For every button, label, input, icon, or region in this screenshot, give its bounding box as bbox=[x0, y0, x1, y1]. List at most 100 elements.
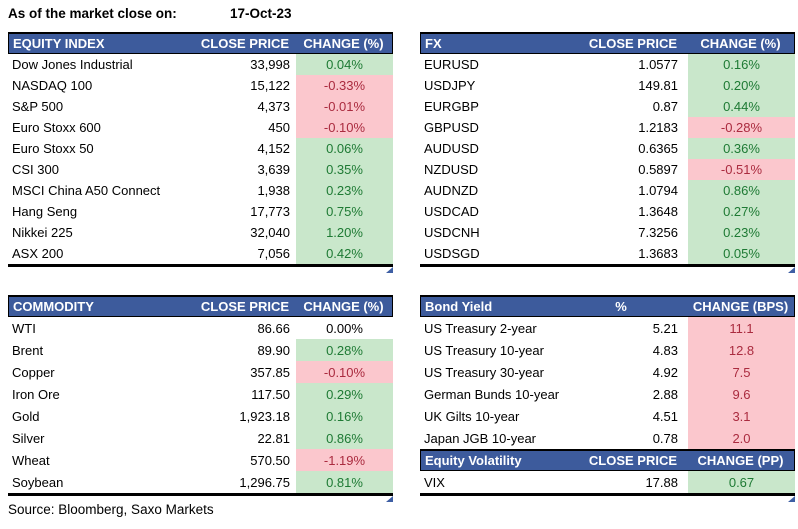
table-row: EURUSD 1.0577 0.16% bbox=[420, 54, 795, 75]
table-row: NASDAQ 100 15,122 -0.33% bbox=[8, 75, 393, 96]
table-row: Euro Stoxx 50 4,152 0.06% bbox=[8, 138, 393, 159]
equity-index-table: EQUITY INDEX CLOSE PRICE CHANGE (%) Dow Jon… bbox=[8, 32, 393, 273]
close-price: 4.92 bbox=[652, 364, 678, 380]
change-value: 0.23% bbox=[688, 222, 795, 243]
change-value: 0.36% bbox=[688, 138, 795, 159]
column-header-change: CHANGE (%) bbox=[700, 36, 781, 51]
close-price: 5.21 bbox=[652, 320, 678, 336]
change-value: 0.35% bbox=[296, 159, 393, 180]
table-header-row: FX CLOSE PRICE CHANGE (%) bbox=[420, 32, 795, 54]
change-value: 0.05% bbox=[688, 243, 795, 264]
instrument-name: Euro Stoxx 600 bbox=[12, 120, 101, 135]
equity-volatility-table: Equity Volatility CLOSE PRICE CHANGE (PP) V… bbox=[420, 449, 795, 502]
bond-yield-table: Bond Yield% CHANGE (BPS) US Treasury 2-yea… bbox=[420, 295, 795, 449]
close-price: 7,056 bbox=[257, 246, 290, 261]
change-value: 3.1 bbox=[688, 405, 795, 427]
column-header-price: CLOSE PRICE bbox=[588, 453, 677, 468]
table-row: VIX 17.88 0.67 bbox=[420, 471, 795, 493]
table-row: US Treasury 10-year 4.83 12.8 bbox=[420, 339, 795, 361]
instrument-name: USDCNH bbox=[424, 225, 480, 240]
table-row: Brent 89.90 0.28% bbox=[8, 339, 393, 361]
close-price: 86.66 bbox=[257, 320, 290, 336]
instrument-name: Soybean bbox=[12, 474, 64, 490]
change-value: -0.33% bbox=[296, 75, 393, 96]
table-row: USDCAD 1.3648 0.27% bbox=[420, 201, 795, 222]
instrument-name: Silver bbox=[12, 430, 45, 446]
close-price: 0.6365 bbox=[638, 141, 678, 156]
column-header-price: CLOSE PRICE bbox=[200, 299, 289, 314]
as-of-date: 17-Oct-23 bbox=[230, 6, 292, 21]
close-price: 1.2183 bbox=[638, 120, 678, 135]
close-price: 1,923.18 bbox=[239, 408, 290, 424]
instrument-name: US Treasury 10-year bbox=[424, 342, 544, 358]
close-price: 0.5897 bbox=[638, 162, 678, 177]
instrument-name: Wheat bbox=[12, 452, 50, 468]
change-value: 0.06% bbox=[296, 138, 393, 159]
close-price: 117.50 bbox=[251, 386, 290, 402]
change-value: 0.86% bbox=[688, 180, 795, 201]
table-row: NZDUSD 0.5897 -0.51% bbox=[420, 159, 795, 180]
change-value: 0.23% bbox=[296, 180, 393, 201]
instrument-name: EURUSD bbox=[424, 57, 479, 72]
instrument-name: Hang Seng bbox=[12, 204, 78, 219]
table-row: S&P 500 4,373 -0.01% bbox=[8, 96, 393, 117]
change-value: 0.29% bbox=[296, 383, 393, 405]
column-header-name: COMMODITY bbox=[13, 299, 94, 314]
instrument-name: Iron Ore bbox=[12, 386, 60, 402]
instrument-name: UK Gilts 10-year bbox=[424, 408, 520, 424]
instrument-name: Japan JGB 10-year bbox=[424, 430, 537, 446]
close-price: 0.87 bbox=[652, 99, 678, 114]
change-value: -0.10% bbox=[296, 361, 393, 383]
close-price: 0.78 bbox=[652, 430, 678, 446]
table-row: AUDNZD 1.0794 0.86% bbox=[420, 180, 795, 201]
close-price: 7.3256 bbox=[638, 225, 678, 240]
table-row: US Treasury 30-year 4.92 7.5 bbox=[420, 361, 795, 383]
instrument-name: Nikkei 225 bbox=[12, 225, 73, 240]
table-row: CSI 300 3,639 0.35% bbox=[8, 159, 393, 180]
column-header-change: CHANGE (%) bbox=[303, 36, 384, 51]
close-price: 89.90 bbox=[257, 342, 290, 358]
instrument-name: EURGBP bbox=[424, 99, 479, 114]
table-row: MSCI China A50 Connect 1,938 0.23% bbox=[8, 180, 393, 201]
change-value: 0.75% bbox=[296, 201, 393, 222]
change-value: 0.86% bbox=[296, 427, 393, 449]
change-value: 0.04% bbox=[296, 54, 393, 75]
table-row: UK Gilts 10-year 4.51 3.1 bbox=[420, 405, 795, 427]
instrument-name: WTI bbox=[12, 320, 36, 336]
instrument-name: USDSGD bbox=[424, 246, 480, 261]
table-row: Soybean 1,296.75 0.81% bbox=[8, 471, 393, 493]
change-value: 1.20% bbox=[296, 222, 393, 243]
change-value: 0.27% bbox=[688, 201, 795, 222]
instrument-name: MSCI China A50 Connect bbox=[12, 183, 161, 198]
instrument-name: Brent bbox=[12, 342, 44, 358]
change-value: 2.0 bbox=[688, 427, 795, 449]
close-price: 4.83 bbox=[652, 342, 678, 358]
column-header-price: % bbox=[615, 299, 627, 314]
table-row: WTI 86.66 0.00% bbox=[8, 317, 393, 339]
instrument-name: USDCAD bbox=[424, 204, 479, 219]
close-price: 2.88 bbox=[652, 386, 678, 402]
column-header-change: CHANGE (%) bbox=[303, 299, 384, 314]
table-row: Euro Stoxx 600 450 -0.10% bbox=[8, 117, 393, 138]
close-price: 15,122 bbox=[250, 78, 290, 93]
instrument-name: ASX 200 bbox=[12, 246, 64, 261]
close-price: 149.81 bbox=[638, 78, 678, 93]
change-value: 12.8 bbox=[688, 339, 795, 361]
close-price: 17,773 bbox=[250, 204, 290, 219]
close-price: 33,998 bbox=[250, 57, 290, 72]
change-value: 0.00% bbox=[326, 320, 363, 336]
table-row: EURGBP 0.87 0.44% bbox=[420, 96, 795, 117]
fx-table: FX CLOSE PRICE CHANGE (%) EURUSD 1.0577 0.16%… bbox=[420, 32, 795, 273]
change-value: 0.81% bbox=[296, 471, 393, 493]
instrument-name: USDJPY bbox=[424, 78, 476, 93]
change-value: 0.16% bbox=[296, 405, 393, 427]
instrument-name: VIX bbox=[424, 474, 445, 490]
table-row: Hang Seng 17,773 0.75% bbox=[8, 201, 393, 222]
column-header-price: CLOSE PRICE bbox=[588, 36, 677, 51]
change-value: 0.44% bbox=[688, 96, 795, 117]
change-value: 0.28% bbox=[296, 339, 393, 361]
instrument-name: CSI 300 bbox=[12, 162, 59, 177]
instrument-name: Euro Stoxx 50 bbox=[12, 141, 94, 156]
close-price: 4,152 bbox=[257, 141, 290, 156]
close-price: 22.81 bbox=[257, 430, 290, 446]
